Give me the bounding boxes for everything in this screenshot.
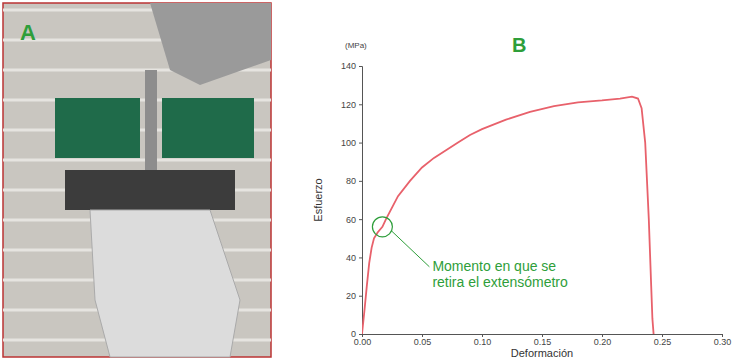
x-tick-label: 0.00 bbox=[354, 337, 372, 347]
y-tick-mark bbox=[359, 181, 362, 182]
y-tick-label: 80 bbox=[346, 176, 356, 186]
y-axis-unit: (MPa) bbox=[345, 41, 367, 50]
y-axis-title: Esfuerzo bbox=[312, 178, 324, 221]
annotation-leader bbox=[391, 231, 429, 267]
y-tick-label: 60 bbox=[346, 215, 356, 225]
x-tick: 0.25 bbox=[654, 334, 672, 347]
annotation-line: Momento en que se bbox=[432, 258, 556, 274]
machine-grip bbox=[65, 170, 235, 210]
y-tick-mark bbox=[359, 334, 362, 335]
y-tick: 0 bbox=[351, 329, 362, 339]
x-tick: 0.00 bbox=[354, 334, 372, 347]
x-tick-label: 0.10 bbox=[474, 337, 492, 347]
y-tick: 40 bbox=[346, 253, 362, 263]
y-tick: 100 bbox=[341, 138, 362, 148]
plot-area bbox=[362, 97, 654, 334]
x-axis-title: Deformación bbox=[511, 347, 573, 359]
y-tick: 120 bbox=[341, 100, 362, 110]
y-tick-mark bbox=[359, 66, 362, 67]
y-axis: 0 20 40 60 80 100 120 140 bbox=[341, 61, 363, 339]
y-tick-mark bbox=[359, 143, 362, 144]
x-tick: 0.20 bbox=[594, 334, 612, 347]
extensometer-left bbox=[55, 98, 140, 158]
x-tick-label: 0.25 bbox=[654, 337, 672, 347]
y-tick-label: 40 bbox=[346, 253, 356, 263]
y-tick-mark bbox=[359, 219, 362, 220]
x-axis: 0.00 0.05 0.10 0.15 0.20 0.25 0.30 bbox=[354, 334, 732, 347]
y-tick: 20 bbox=[346, 291, 362, 301]
x-tick-label: 0.15 bbox=[534, 337, 552, 347]
x-tick-label: 0.05 bbox=[414, 337, 432, 347]
brick-joint bbox=[3, 159, 271, 162]
annotation-circle bbox=[372, 217, 392, 237]
y-tick-mark bbox=[359, 257, 362, 258]
photo-panel: A bbox=[3, 3, 271, 357]
x-tick: 0.05 bbox=[414, 334, 432, 347]
y-tick-label: 120 bbox=[341, 100, 356, 110]
y-tick-label: 140 bbox=[341, 61, 356, 71]
y-tick: 60 bbox=[346, 215, 362, 225]
x-tick-label: 0.20 bbox=[594, 337, 612, 347]
y-axis-line bbox=[359, 67, 363, 335]
panel-label: A bbox=[20, 20, 36, 45]
photo-frame bbox=[3, 3, 271, 357]
y-tick: 140 bbox=[341, 61, 362, 71]
annotation: Momento en que seretira el extensómetro bbox=[372, 217, 568, 290]
panel-label: B bbox=[512, 34, 526, 56]
extensometer-right bbox=[162, 98, 254, 158]
x-tick: 0.10 bbox=[474, 334, 492, 347]
y-tick-mark bbox=[359, 104, 362, 105]
x-tick: 0.30 bbox=[714, 334, 732, 347]
machine-body bbox=[90, 210, 240, 357]
y-tick-mark bbox=[359, 296, 362, 297]
y-tick: 80 bbox=[346, 176, 362, 186]
x-tick: 0.15 bbox=[534, 334, 552, 347]
machine-head bbox=[150, 3, 271, 85]
annotation-line: retira el extensómetro bbox=[432, 274, 568, 290]
y-tick-label: 20 bbox=[346, 291, 356, 301]
stress-strain-curve bbox=[362, 97, 654, 334]
x-tick-label: 0.30 bbox=[714, 337, 732, 347]
annotation-text: Momento en que seretira el extensómetro bbox=[432, 258, 568, 290]
y-tick-label: 0 bbox=[351, 329, 356, 339]
y-tick-label: 100 bbox=[341, 138, 356, 148]
figure: A B 0.00 0.05 0.10 0.15 0.20 0.25 0.30 0 20 40 60 80 1… bbox=[0, 0, 740, 360]
